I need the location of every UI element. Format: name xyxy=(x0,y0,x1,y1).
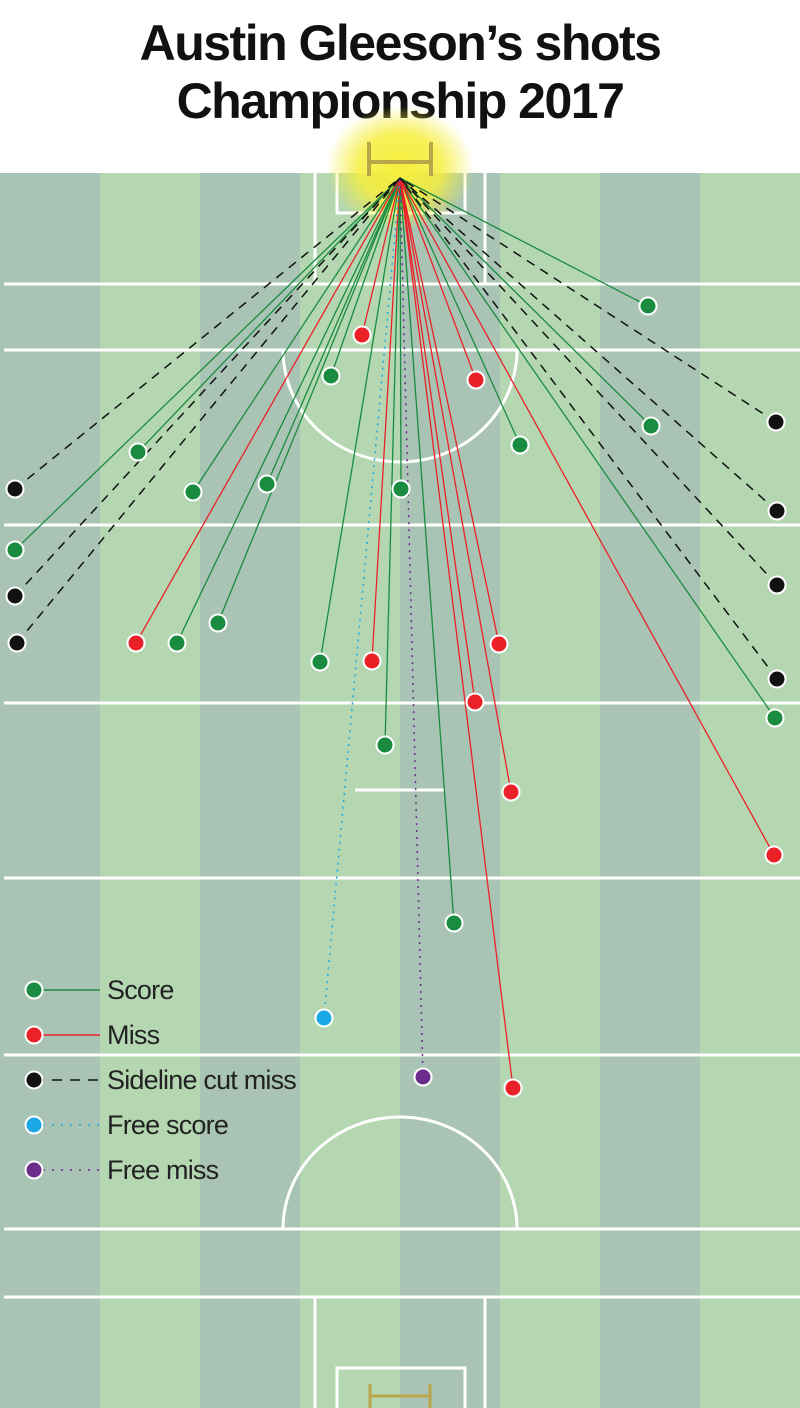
shot-line-miss xyxy=(399,177,775,856)
shot-line-miss xyxy=(399,177,476,703)
shot-point-score xyxy=(5,540,25,560)
shot-line-free_score xyxy=(323,177,401,1019)
legend-label-miss: Miss xyxy=(107,1020,160,1050)
shot-line-score xyxy=(192,177,401,493)
shot-point-score xyxy=(321,366,341,386)
shot-line-score xyxy=(399,177,652,427)
shot-line-score xyxy=(399,177,649,307)
shot-point-miss xyxy=(466,370,486,390)
shot-point-sideline xyxy=(5,586,25,606)
shot-point-sideline xyxy=(7,633,27,653)
goal-glow xyxy=(326,106,474,230)
shot-line-free_miss xyxy=(399,177,424,1078)
shot-line-score xyxy=(176,177,401,644)
shot-point-miss xyxy=(352,325,372,345)
shot-line-miss xyxy=(361,177,401,336)
shot-line-score xyxy=(399,177,402,490)
legend: Score Miss Sideline cut miss Free score Free… xyxy=(24,975,297,1185)
shot-line-sideline xyxy=(399,177,778,512)
legend-label-free_miss: Free miss xyxy=(107,1155,219,1185)
pitch-stripe xyxy=(100,173,200,1408)
shot-point-score xyxy=(444,913,464,933)
legend-marker-score xyxy=(24,980,44,1000)
shot-point-score xyxy=(310,652,330,672)
shot-point-score xyxy=(638,296,658,316)
shot-point-score xyxy=(128,442,148,462)
top-arc xyxy=(281,349,519,464)
shot-line-score xyxy=(14,177,401,551)
shot-point-score xyxy=(765,708,785,728)
shot-point-sideline xyxy=(767,575,787,595)
shot-point-sideline xyxy=(767,501,787,521)
bottom-arc xyxy=(281,1115,519,1230)
shot-point-score xyxy=(257,474,277,494)
legend-label-free_score: Free score xyxy=(107,1110,228,1140)
shot-line-score xyxy=(399,177,776,719)
shot-point-score xyxy=(641,416,661,436)
shot-point-free_miss xyxy=(413,1067,433,1087)
shot-point-score xyxy=(375,735,395,755)
shot-point-sideline xyxy=(766,412,786,432)
shot-point-score xyxy=(167,633,187,653)
shot-line-score xyxy=(330,177,401,377)
shot-line-sideline xyxy=(16,177,401,644)
shot-point-miss xyxy=(503,1078,523,1098)
shot-point-miss xyxy=(489,634,509,654)
large-rectangle xyxy=(313,173,487,284)
legend-label-score: Score xyxy=(107,975,174,1005)
shot-line-miss xyxy=(399,177,500,645)
shot-line-score xyxy=(399,177,455,924)
shot-point-sideline xyxy=(767,669,787,689)
bottom-large-rectangle xyxy=(313,1297,487,1408)
pitch-stripe xyxy=(600,173,700,1408)
goal-posts-icon xyxy=(367,142,433,176)
shot-line-score xyxy=(384,177,401,746)
bottom-small-rectangle xyxy=(335,1366,467,1408)
shot-point-score xyxy=(391,479,411,499)
shot-line-score xyxy=(217,177,401,624)
pitch-stripe xyxy=(0,173,100,1408)
shot-line-miss xyxy=(399,177,512,793)
shot-point-miss xyxy=(362,651,382,671)
shot-line-sideline xyxy=(399,177,778,586)
shot-markers xyxy=(5,296,787,1098)
shot-point-free_score xyxy=(314,1008,334,1028)
shot-point-score xyxy=(510,435,530,455)
shot-line-score xyxy=(319,177,401,663)
legend-marker-miss xyxy=(24,1025,44,1045)
legend-marker-sideline xyxy=(24,1070,44,1090)
shot-line-score xyxy=(137,177,401,453)
shot-line-sideline xyxy=(399,177,778,680)
bottom-goal-posts-icon xyxy=(368,1384,432,1408)
legend-marker-free_score xyxy=(24,1115,44,1135)
goal-highlight xyxy=(326,106,474,230)
shot-line-miss xyxy=(399,177,477,381)
shot-point-miss xyxy=(126,633,146,653)
shot-point-sideline xyxy=(5,479,25,499)
legend-marker-free_miss xyxy=(24,1160,44,1180)
shot-line-miss xyxy=(135,177,401,644)
chart-title-line-1: Austin Gleeson’s shots xyxy=(139,15,662,71)
chart-title: Austin Gleeson’s shots Championship 2017 xyxy=(0,14,800,130)
pitch-stripe xyxy=(700,173,800,1408)
shot-line-sideline xyxy=(399,177,777,423)
pitch-markings xyxy=(4,173,800,1408)
shot-trajectories xyxy=(14,177,778,1089)
shot-point-score xyxy=(183,482,203,502)
shot-line-miss xyxy=(371,177,401,662)
shot-line-score xyxy=(266,177,401,485)
legend-label-sideline: Sideline cut miss xyxy=(107,1065,296,1095)
shot-line-score xyxy=(399,177,521,446)
pitch-stripe xyxy=(200,173,300,1408)
shot-point-score xyxy=(208,613,228,633)
shot-line-miss xyxy=(399,177,514,1089)
shot-point-miss xyxy=(501,782,521,802)
shot-point-miss xyxy=(465,692,485,712)
shot-line-sideline xyxy=(14,177,401,490)
shot-point-miss xyxy=(764,845,784,865)
